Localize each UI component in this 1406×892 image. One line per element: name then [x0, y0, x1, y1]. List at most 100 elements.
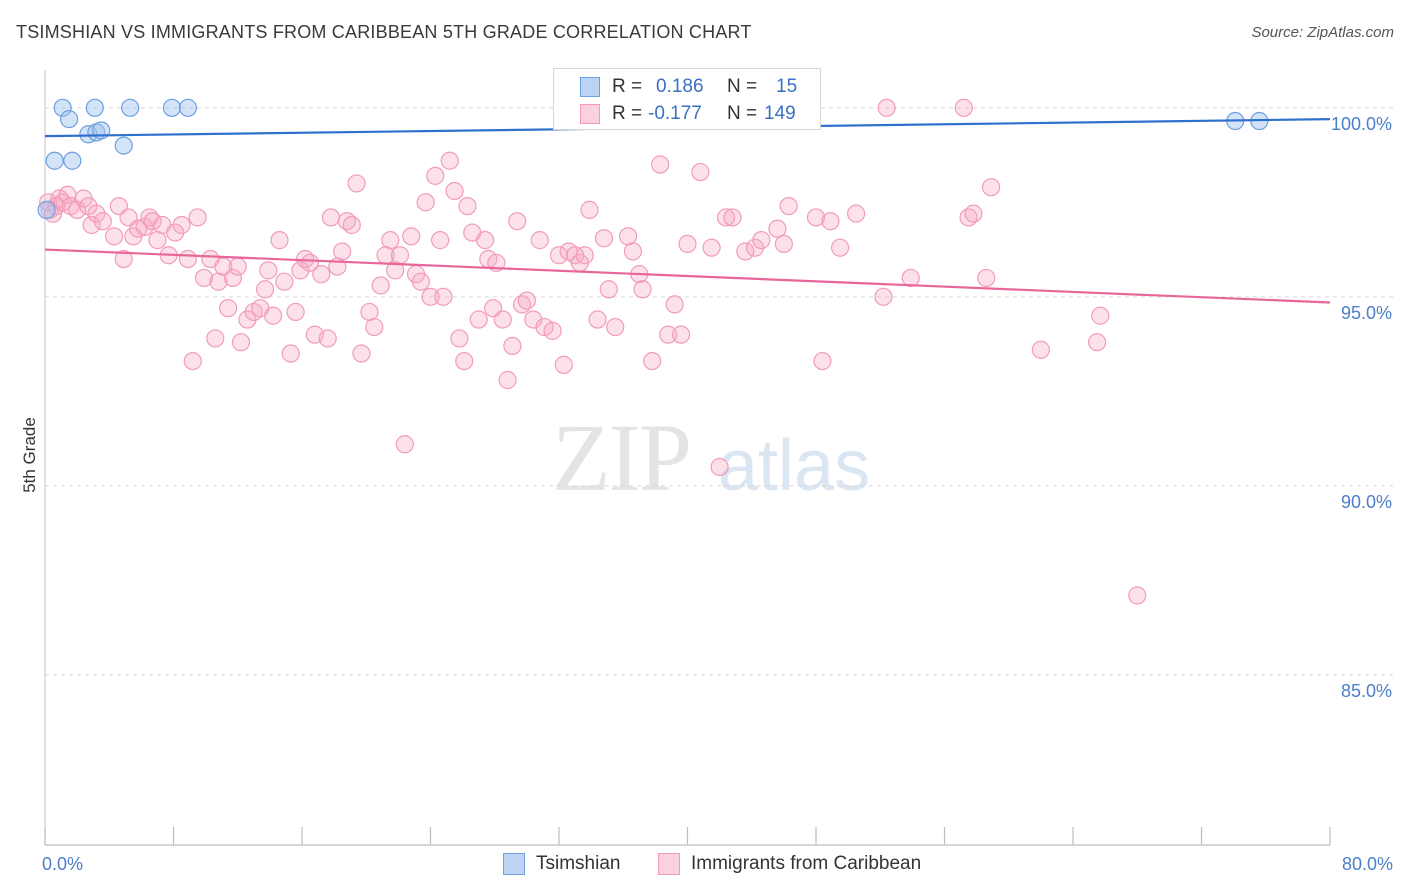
caribbean-point [469, 310, 488, 329]
caribbean-point [183, 351, 202, 371]
caribbean-point [493, 310, 512, 329]
bottom-legend-swatch-caribbean [658, 853, 680, 875]
tsimshian-point [37, 200, 56, 219]
caribbean-point [381, 231, 400, 250]
axes [44, 70, 1331, 846]
y-tick-label: 100.0% [1331, 114, 1392, 134]
caribbean-point [166, 223, 185, 242]
caribbean-point [114, 249, 133, 269]
caribbean-point [129, 219, 148, 238]
caribbean-point [977, 268, 996, 288]
source-label: Source: ZipAtlas.com [1251, 24, 1394, 41]
caribbean-point [300, 253, 320, 272]
caribbean-point [259, 261, 278, 280]
caribbean-point [954, 98, 973, 117]
caribbean-point [318, 329, 337, 348]
caribbean-point [178, 249, 198, 269]
caribbean-point [508, 212, 527, 231]
caribbean-point [333, 242, 352, 261]
caribbean-point [702, 238, 721, 257]
caribbean-point [745, 238, 765, 257]
caribbean-point [768, 219, 787, 238]
gridlines [45, 107, 1395, 676]
caribbean-point [281, 344, 300, 363]
caribbean-point [830, 238, 850, 257]
legend-r-value: -0.177 [648, 103, 702, 124]
caribbean-point [440, 151, 459, 170]
caribbean-point [651, 155, 670, 174]
caribbean-point [458, 196, 477, 216]
y-tick-label: 95.0% [1341, 303, 1392, 323]
legend-r-value: 0.186 [656, 76, 704, 97]
tsimshian-point [114, 136, 133, 155]
caribbean-point [774, 234, 793, 254]
caribbean-point [901, 268, 920, 288]
caribbean-point [360, 302, 379, 322]
caribbean-point [633, 280, 652, 299]
caribbean-trend-line [44, 248, 1331, 304]
legend-row-caribbean: R = -0.177 N = 149 [554, 101, 820, 127]
caribbean-point [445, 181, 464, 201]
caribbean-point [426, 166, 445, 185]
caribbean-point [347, 174, 366, 193]
y-tick-label: 85.0% [1341, 681, 1392, 701]
caribbean-point [275, 272, 294, 291]
caribbean-point [82, 215, 101, 235]
legend-r-label: R = [612, 76, 643, 97]
tsimshian-point [63, 151, 82, 170]
x-tick-label: 80.0% [1342, 854, 1393, 874]
caribbean-point [665, 295, 684, 314]
caribbean-point [321, 208, 341, 227]
caribbean-point [517, 291, 536, 310]
caribbean-point [228, 257, 247, 276]
legend-n-value: 15 [776, 76, 798, 97]
caribbean-point [806, 208, 826, 227]
caribbean-point [618, 227, 638, 246]
caribbean-point [416, 193, 435, 212]
tsimshian-point [178, 98, 198, 117]
caribbean-point [371, 276, 390, 295]
caribbean-point [1091, 306, 1110, 325]
caribbean-point [752, 231, 771, 250]
legend-n-label: N = [727, 103, 758, 124]
legend-swatch-caribbean [580, 104, 600, 124]
caribbean-point [1128, 586, 1147, 605]
caribbean-point [623, 242, 642, 261]
caribbean-point [981, 178, 1001, 197]
watermark-zip: ZIP [552, 404, 692, 511]
caribbean-point [365, 317, 384, 337]
legend-swatch-tsimshian [580, 77, 600, 97]
caribbean-point [575, 246, 594, 265]
caribbean-point [390, 246, 410, 265]
caribbean-point [847, 204, 866, 223]
caribbean-point [93, 212, 112, 231]
tsimshian-point [85, 98, 104, 117]
caribbean-point [143, 212, 162, 231]
caribbean-point [813, 351, 832, 371]
x-tick-label: 0.0% [42, 854, 83, 874]
caribbean-point [68, 200, 87, 219]
caribbean-point [223, 268, 243, 288]
caribbean-point [599, 280, 618, 299]
caribbean-point [255, 280, 275, 299]
caribbean-point [172, 215, 191, 235]
caribbean-point [286, 302, 305, 322]
bottom-legend-label-caribbean: Immigrants from Caribbean [691, 853, 922, 874]
tsimshian-point [53, 98, 72, 117]
caribbean-point [874, 287, 893, 306]
caribbean-point [723, 208, 742, 227]
caribbean-point [476, 231, 495, 250]
caribbean-point [530, 231, 549, 250]
caribbean-point [643, 351, 662, 371]
legend-r-label: R = [612, 103, 643, 124]
caribbean-point [1031, 340, 1050, 359]
caribbean-point [606, 317, 625, 337]
caribbean-point [549, 246, 569, 265]
caribbean-point [736, 242, 755, 261]
bottom-legend-swatch-tsimshian [503, 853, 525, 875]
caribbean-point [395, 435, 414, 454]
caribbean-point [312, 265, 331, 284]
caribbean-point [964, 204, 983, 223]
caribbean-point [821, 212, 840, 231]
